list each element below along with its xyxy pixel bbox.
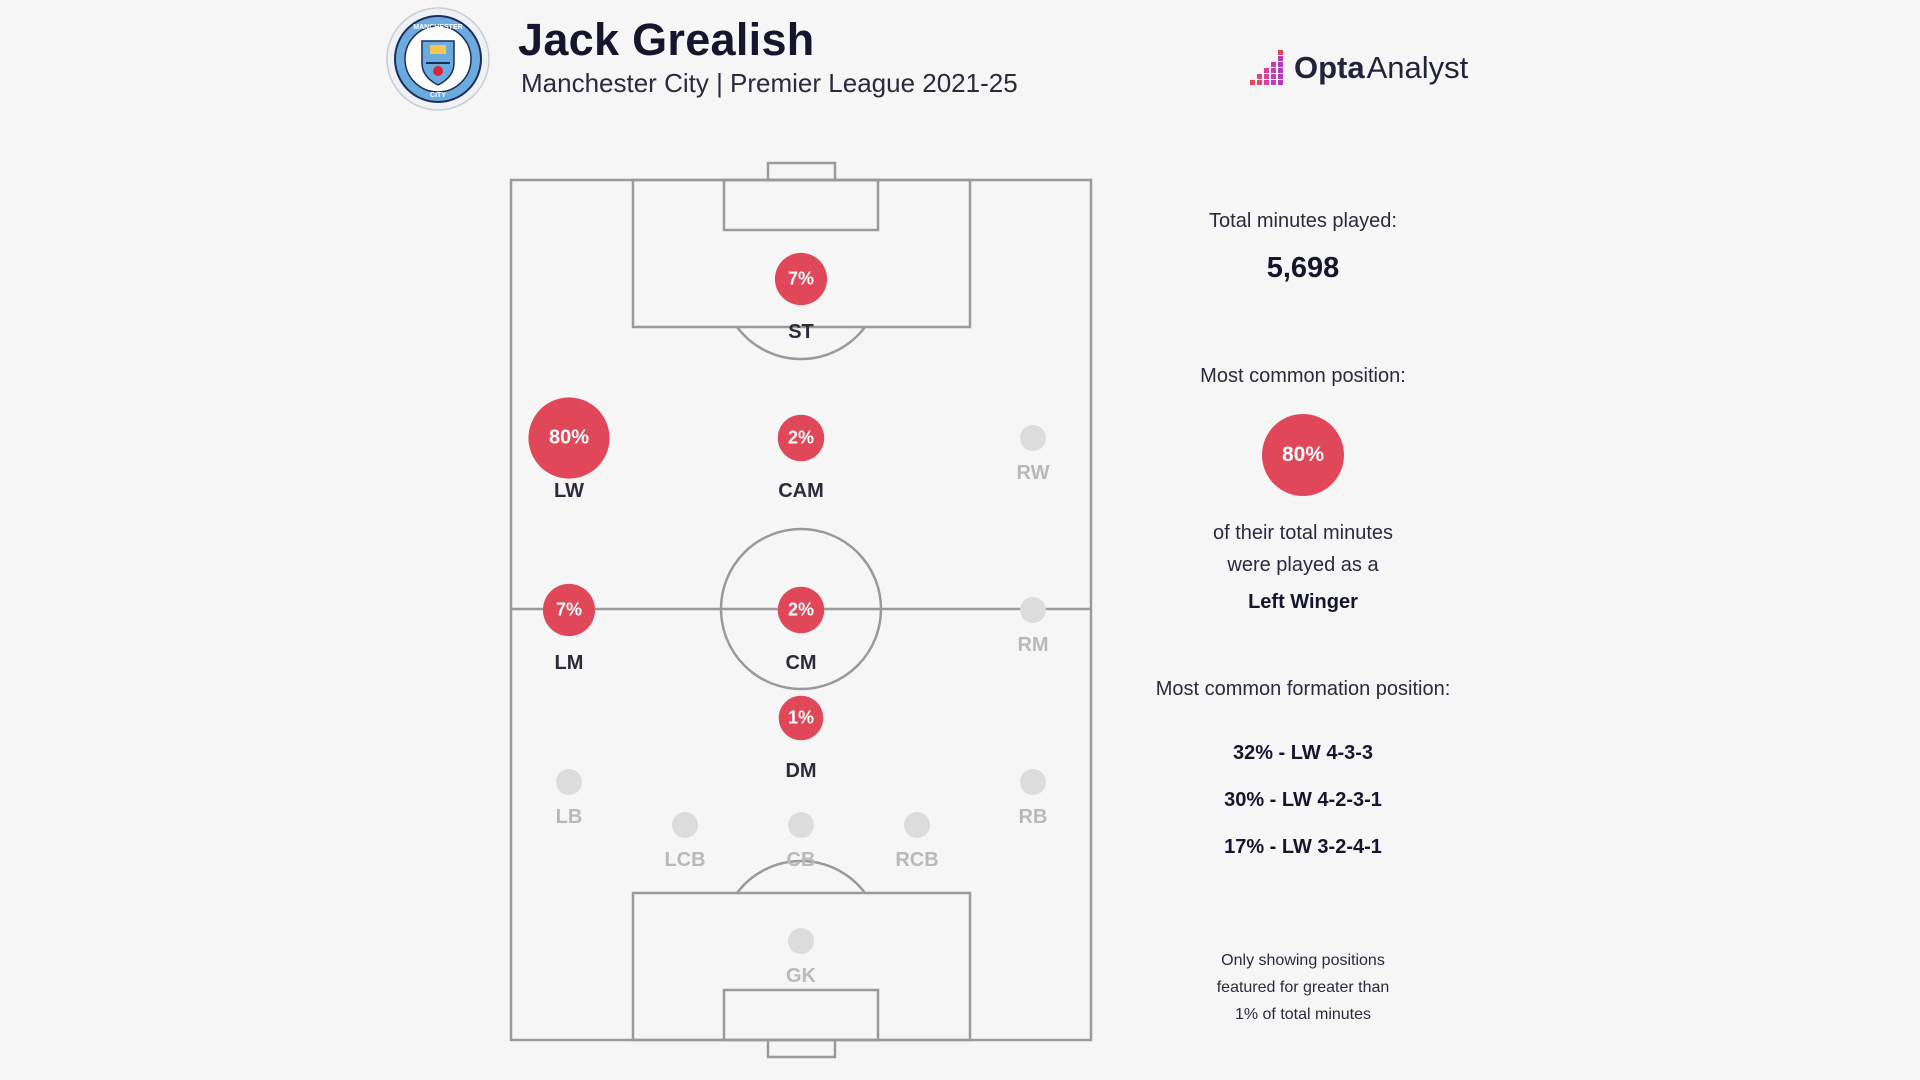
- formation-row: 32% - LW 4-3-3: [1232, 742, 1374, 764]
- footnote-line: featured for greater than: [1216, 979, 1390, 996]
- bottom-six-yard-box: [722, 988, 880, 1042]
- position-marker-rcb: [904, 812, 930, 838]
- position-label-dm: DM: [785, 760, 817, 782]
- position-pct-lm: 7%: [555, 599, 583, 620]
- position-marker-rb: [1020, 769, 1046, 795]
- position-label-st: ST: [788, 321, 814, 343]
- position-pct-cm: 2%: [787, 599, 815, 620]
- footnote-line: Only showing positions: [1221, 952, 1385, 969]
- top-six-yard-box: [722, 178, 880, 232]
- position-label-lw: LW: [554, 480, 584, 502]
- position-label-cb: CB: [786, 849, 816, 871]
- position-label-rcb: RCB: [895, 849, 939, 871]
- club-crest-icon: MANCHESTER CITY: [386, 7, 490, 111]
- common-position-label: Most common position:: [1200, 365, 1406, 387]
- top-goal: [766, 161, 837, 182]
- total-minutes-label: Total minutes played:: [1209, 210, 1397, 232]
- position-marker-gk: [788, 928, 814, 954]
- position-marker-cb: [788, 812, 814, 838]
- position-marker-lw: [528, 397, 610, 479]
- position-marker-cm: [777, 586, 825, 634]
- common-position-desc-line2: were played as a: [1227, 554, 1379, 576]
- common-position-bubble: 80%: [1262, 414, 1344, 496]
- position-marker-lcb: [672, 812, 698, 838]
- position-label-lm: LM: [554, 652, 584, 674]
- position-marker-rw: [1020, 425, 1046, 451]
- brand-name-bold: Opta: [1294, 50, 1365, 85]
- common-position-desc-line1: of their total minutes: [1212, 522, 1394, 544]
- opta-bars-icon: [1250, 50, 1283, 85]
- position-label-cam: CAM: [778, 480, 824, 502]
- position-pct-lw: 80%: [548, 426, 590, 449]
- formation-row: 30% - LW 4-2-3-1: [1224, 789, 1382, 811]
- centre-circle: [719, 527, 883, 691]
- formation-row: 17% - LW 3-2-4-1: [1224, 836, 1382, 858]
- position-marker-st: [774, 252, 828, 306]
- position-marker-dm: [778, 695, 824, 741]
- bottom-goal: [766, 1038, 837, 1059]
- opta-analyst-logo: Opta Analyst: [1250, 46, 1470, 90]
- player-name: Jack Grealish: [518, 14, 815, 65]
- position-label-lcb: LCB: [664, 849, 706, 871]
- position-label-rb: RB: [1018, 806, 1048, 828]
- position-label-cm: CM: [785, 652, 817, 674]
- position-marker-rm: [1020, 597, 1046, 623]
- position-label-rm: RM: [1017, 634, 1049, 656]
- top-penalty-arc: [736, 326, 866, 361]
- position-pct-st: 7%: [787, 268, 815, 289]
- position-pct-dm: 1%: [787, 707, 815, 728]
- position-marker-lb: [556, 769, 582, 795]
- player-subtitle: Manchester City | Premier League 2021-25: [521, 68, 1018, 98]
- position-label-gk: GK: [786, 965, 816, 987]
- crest-text-top: MANCHESTER: [413, 24, 462, 31]
- brand-name-light: Analyst: [1366, 50, 1469, 85]
- position-marker-lm: [542, 583, 596, 637]
- position-marker-cam: [777, 414, 825, 462]
- crest-text-bottom: CITY: [430, 92, 446, 99]
- position-pct-cam: 2%: [787, 427, 815, 448]
- position-label-lb: LB: [555, 806, 583, 828]
- footnote-line: 1% of total minutes: [1234, 1006, 1372, 1023]
- bottom-penalty-arc: [736, 859, 866, 894]
- position-label-rw: RW: [1016, 462, 1050, 484]
- formation-position-label: Most common formation position:: [1155, 678, 1451, 700]
- total-minutes-value: 5,698: [1266, 252, 1340, 284]
- common-position-role: Left Winger: [1248, 591, 1358, 613]
